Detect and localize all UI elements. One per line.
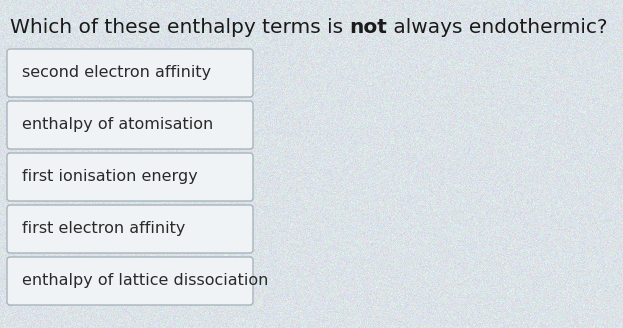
Text: second electron affinity: second electron affinity: [22, 66, 211, 80]
FancyBboxPatch shape: [7, 205, 253, 253]
Text: first electron affinity: first electron affinity: [22, 221, 186, 236]
FancyBboxPatch shape: [7, 49, 253, 97]
Text: first ionisation energy: first ionisation energy: [22, 170, 197, 184]
FancyBboxPatch shape: [7, 101, 253, 149]
Text: not: not: [350, 18, 388, 37]
Text: always endothermic?: always endothermic?: [388, 18, 608, 37]
Text: Which of these enthalpy terms is: Which of these enthalpy terms is: [10, 18, 350, 37]
FancyBboxPatch shape: [7, 153, 253, 201]
Text: enthalpy of atomisation: enthalpy of atomisation: [22, 117, 213, 133]
Text: enthalpy of lattice dissociation: enthalpy of lattice dissociation: [22, 274, 269, 289]
FancyBboxPatch shape: [7, 257, 253, 305]
